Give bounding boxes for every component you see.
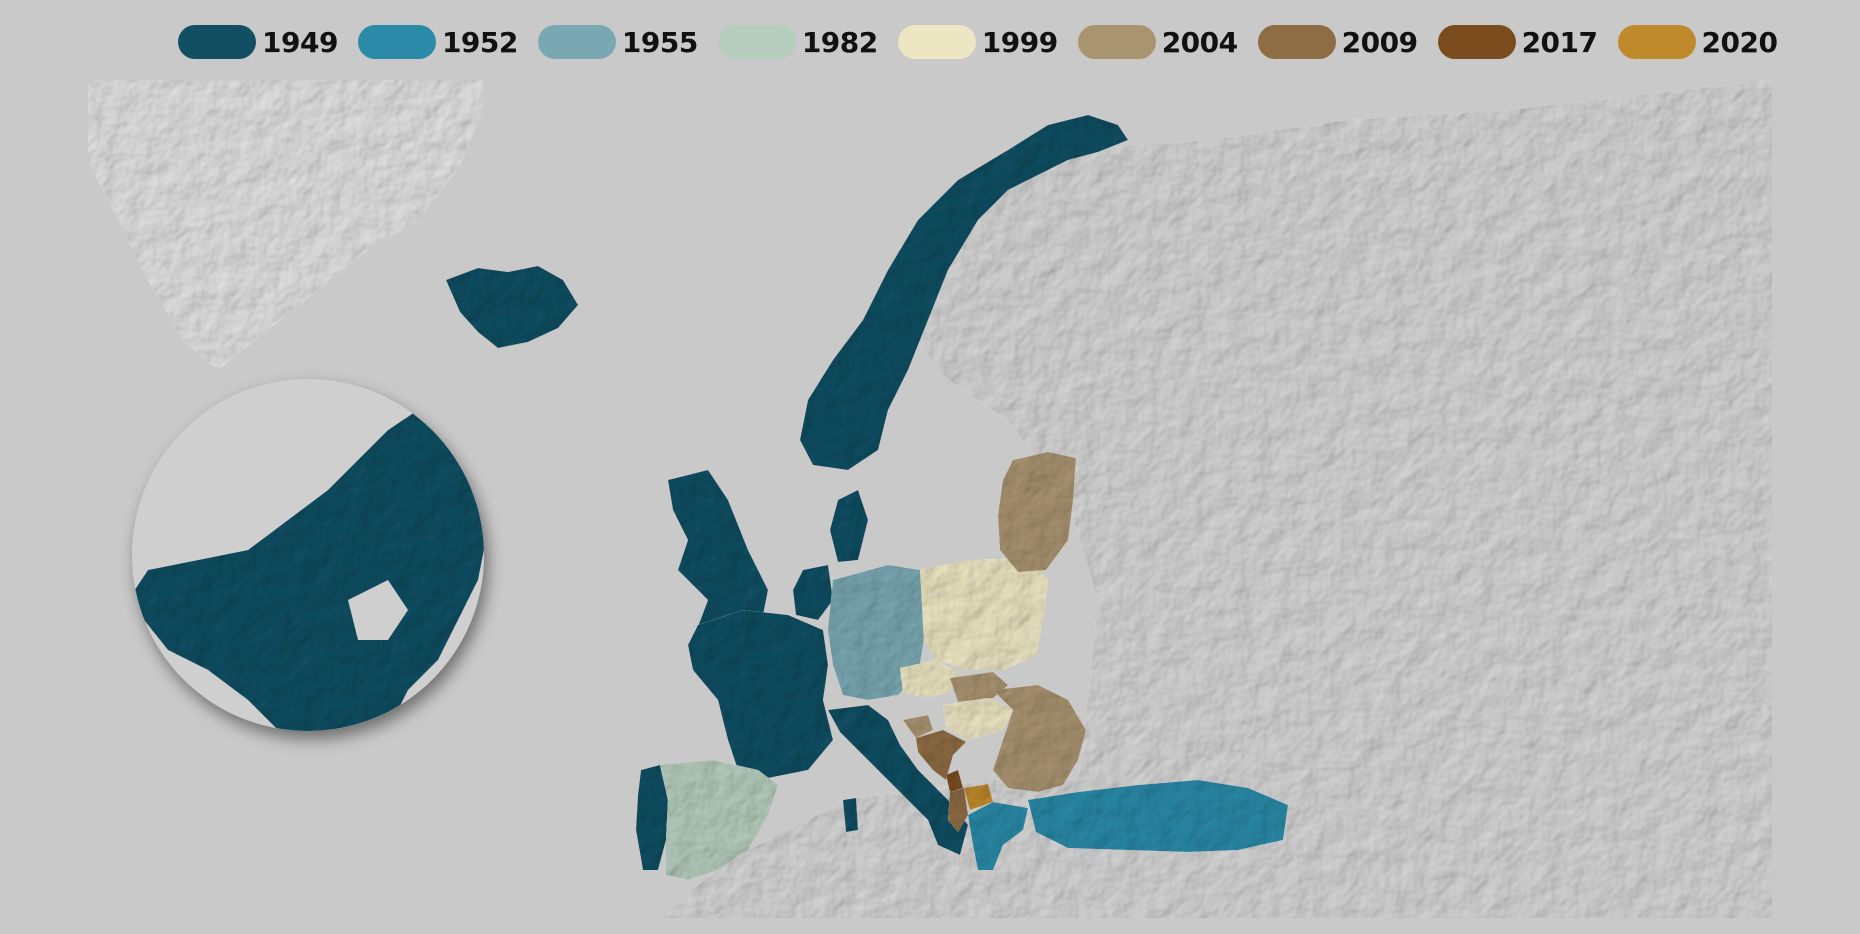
map-region-romania-bulgaria: [993, 685, 1086, 792]
legend-label: 1999: [981, 25, 1058, 59]
map-region-hungary: [943, 698, 1013, 740]
map-region-montenegro: [946, 770, 963, 792]
map-region-united-kingdom: [668, 470, 768, 632]
map-region-croatia: [916, 730, 966, 780]
map-region-turkey: [1028, 780, 1288, 852]
legend-label: 2004: [1161, 25, 1238, 59]
legend-item-2004: 2004: [1077, 25, 1238, 59]
map: [88, 80, 1772, 918]
legend-swatch: [178, 25, 256, 59]
legend-label: 1982: [801, 25, 878, 59]
map-region-portugal: [636, 765, 668, 870]
map-region-germany: [828, 565, 928, 700]
legend-swatch: [1617, 25, 1696, 59]
map-region-spain: [660, 760, 778, 880]
map-region-netherlands-belgium: [793, 565, 833, 620]
legend-swatch: [1437, 25, 1516, 59]
legend-item-2009: 2009: [1257, 25, 1418, 59]
map-region-north-america: [132, 410, 484, 731]
map-region-poland: [920, 558, 1048, 670]
legend-item-2020: 2020: [1617, 25, 1778, 59]
map-region-sardinia: [843, 798, 858, 832]
map-region-italy: [828, 705, 968, 855]
legend-swatch: [717, 25, 796, 59]
map-region-slovakia: [950, 672, 1008, 702]
legend-label: 2020: [1701, 25, 1778, 59]
legend-item-1999: 1999: [897, 25, 1058, 59]
legend-item-1982: 1982: [717, 25, 878, 59]
map-region-france: [688, 610, 833, 778]
map-region-norway: [800, 115, 1128, 470]
legend-swatch: [357, 25, 436, 59]
legend-swatch: [897, 25, 976, 59]
map-region-north-macedonia: [964, 784, 993, 810]
legend-label: 2009: [1341, 25, 1418, 59]
map-region-denmark: [830, 490, 868, 562]
map-region-albania: [948, 788, 968, 832]
legend-item-1955: 1955: [537, 25, 698, 59]
map-region-czechia: [900, 660, 958, 698]
legend-swatch: [1077, 25, 1156, 59]
legend-label: 1949: [262, 25, 338, 59]
legend-label: 1955: [621, 25, 698, 59]
map-region-greece: [968, 802, 1028, 870]
legend-item-2017: 2017: [1437, 25, 1598, 59]
legend-swatch: [1257, 25, 1336, 59]
map-region-iceland: [446, 266, 578, 348]
legend-item-1949: 1949: [178, 25, 338, 59]
legend-label: 1952: [441, 25, 518, 59]
map-region-greenland: [88, 80, 483, 370]
map-region-baltics: [998, 452, 1076, 572]
map-water-hudson-bay: [348, 580, 408, 640]
globe-inset: [132, 379, 484, 731]
legend-label: 2017: [1521, 25, 1598, 59]
legend: 1949 1952 1955 1982 1999 2004 2009 2017 …: [178, 20, 1797, 64]
map-region-slovenia: [903, 715, 933, 738]
legend-item-1952: 1952: [357, 25, 518, 59]
legend-swatch: [537, 25, 616, 59]
